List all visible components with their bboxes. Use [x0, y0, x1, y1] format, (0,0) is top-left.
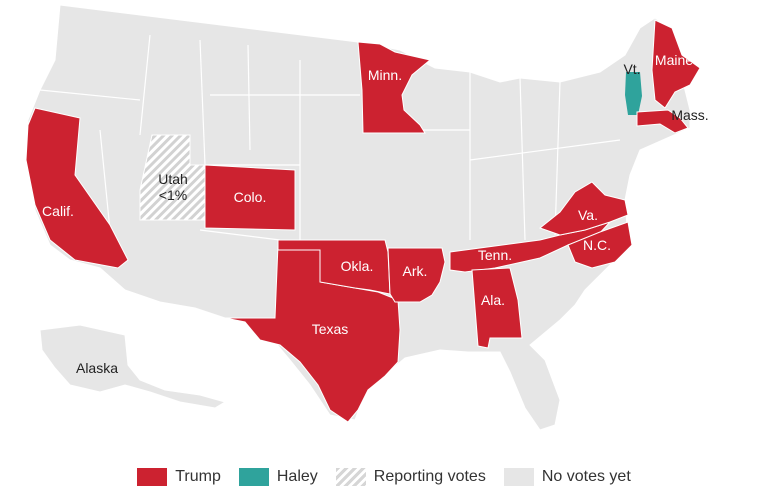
label-calif: Calif. [42, 203, 74, 219]
state-colorado [204, 164, 296, 231]
label-okla: Okla. [341, 258, 374, 274]
legend-label-trump: Trump [175, 468, 221, 485]
label-colo: Colo. [234, 189, 267, 205]
state-vermont [625, 72, 642, 115]
state-alabama [471, 267, 523, 349]
label-vt: Vt. [623, 61, 640, 77]
legend-item-reporting: Reporting votes [335, 468, 486, 486]
state-alaska [39, 324, 227, 409]
label-utah-pct: <1% [159, 187, 187, 203]
legend-item-no-votes: No votes yet [503, 468, 631, 486]
us-base-shape [25, 4, 691, 431]
legend-swatch-haley [238, 468, 269, 486]
label-minn: Minn. [368, 67, 402, 83]
state-massachusetts [636, 109, 689, 134]
legend-swatch-no-votes [503, 468, 534, 486]
state-north-carolina [567, 221, 633, 269]
legend-item-haley: Haley [238, 468, 318, 486]
label-texas: Texas [312, 321, 349, 337]
label-nc: N.C. [583, 237, 611, 253]
label-maine: Maine [655, 52, 693, 68]
state-arkansas [387, 247, 446, 303]
label-ala: Ala. [481, 292, 505, 308]
state-oklahoma [277, 239, 391, 295]
label-ark: Ark. [403, 263, 428, 279]
legend: Trump Haley Reporting votes No votes yet [0, 462, 768, 492]
legend-label-no-votes: No votes yet [541, 468, 631, 485]
legend-label-reporting: Reporting votes [373, 468, 486, 485]
label-tenn: Tenn. [478, 247, 512, 263]
label-alaska: Alaska [76, 360, 118, 376]
trump-states [25, 19, 701, 423]
state-california [25, 107, 129, 269]
label-va: Va. [578, 207, 598, 223]
state-maine [651, 19, 701, 109]
state-virginia [538, 181, 629, 236]
label-utah: Utah [158, 171, 188, 187]
label-mass: Mass. [671, 107, 708, 123]
us-map: Minn. Maine Vt. Mass. Utah <1% Colo. Cal… [25, 4, 709, 431]
legend-label-haley: Haley [276, 468, 318, 485]
state-minnesota [357, 41, 432, 134]
legend-item-trump: Trump [137, 468, 221, 486]
legend-swatch-reporting [335, 468, 366, 486]
legend-swatch-trump [137, 468, 168, 486]
